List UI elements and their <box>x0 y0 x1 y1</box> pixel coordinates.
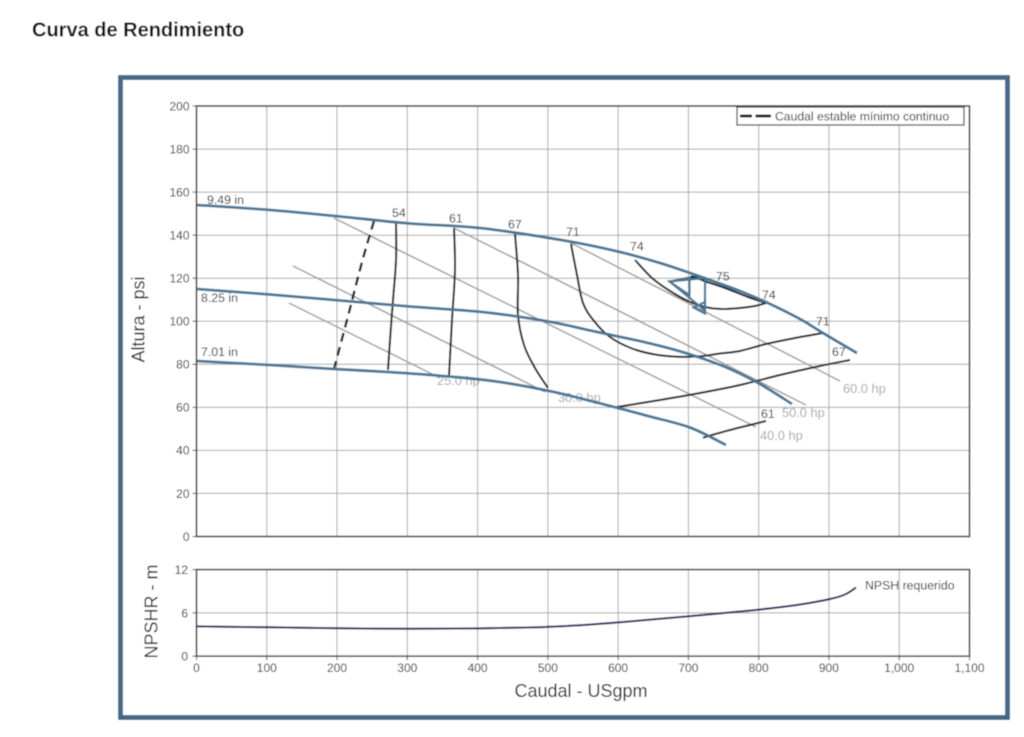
svg-text:74: 74 <box>762 288 776 302</box>
svg-text:Altura - psi: Altura - psi <box>129 276 149 362</box>
svg-text:61: 61 <box>449 212 463 226</box>
svg-text:160: 160 <box>169 185 189 199</box>
svg-text:74: 74 <box>630 240 644 254</box>
svg-text:1,000: 1,000 <box>884 661 914 675</box>
svg-text:60: 60 <box>176 401 190 415</box>
svg-text:200: 200 <box>327 661 347 675</box>
svg-text:300: 300 <box>397 661 417 675</box>
svg-text:9.49 in: 9.49 in <box>207 193 244 207</box>
svg-text:7.01 in: 7.01 in <box>201 345 238 359</box>
svg-text:900: 900 <box>819 661 839 675</box>
svg-text:40.0 hp: 40.0 hp <box>760 428 803 443</box>
svg-text:200: 200 <box>169 99 189 113</box>
svg-text:61: 61 <box>761 407 775 421</box>
svg-text:500: 500 <box>538 661 558 675</box>
svg-text:20: 20 <box>176 487 190 501</box>
svg-text:75: 75 <box>716 270 730 284</box>
svg-text:700: 700 <box>678 661 698 675</box>
svg-text:100: 100 <box>257 661 277 675</box>
svg-text:Caudal - USgpm: Caudal - USgpm <box>514 681 647 701</box>
svg-text:54: 54 <box>392 206 406 220</box>
svg-text:40: 40 <box>176 444 190 458</box>
svg-text:71: 71 <box>816 315 830 329</box>
svg-text:12: 12 <box>175 563 189 577</box>
svg-text:120: 120 <box>169 272 189 286</box>
svg-text:800: 800 <box>749 661 769 675</box>
svg-text:400: 400 <box>468 661 488 675</box>
svg-text:Caudal estable mínimo continuo: Caudal estable mínimo continuo <box>775 110 949 124</box>
svg-text:67: 67 <box>508 218 522 232</box>
svg-text:100: 100 <box>169 315 189 329</box>
svg-text:71: 71 <box>566 225 580 239</box>
svg-text:NPSHR - m: NPSHR - m <box>142 565 162 659</box>
svg-text:0: 0 <box>183 530 190 544</box>
svg-text:NPSH requerido: NPSH requerido <box>865 579 955 593</box>
svg-text:Curva de Rendimiento: Curva de Rendimiento <box>32 20 244 42</box>
svg-text:180: 180 <box>169 142 189 156</box>
svg-text:80: 80 <box>176 358 190 372</box>
svg-text:0: 0 <box>193 661 200 675</box>
svg-text:8.25 in: 8.25 in <box>201 291 238 305</box>
svg-text:140: 140 <box>169 229 189 243</box>
svg-text:60.0 hp: 60.0 hp <box>843 381 886 396</box>
svg-text:6: 6 <box>181 606 188 620</box>
svg-text:67: 67 <box>832 345 846 359</box>
svg-text:0: 0 <box>181 650 188 664</box>
svg-text:1,100: 1,100 <box>954 661 984 675</box>
svg-text:50.0 hp: 50.0 hp <box>782 405 825 420</box>
svg-text:600: 600 <box>608 661 628 675</box>
